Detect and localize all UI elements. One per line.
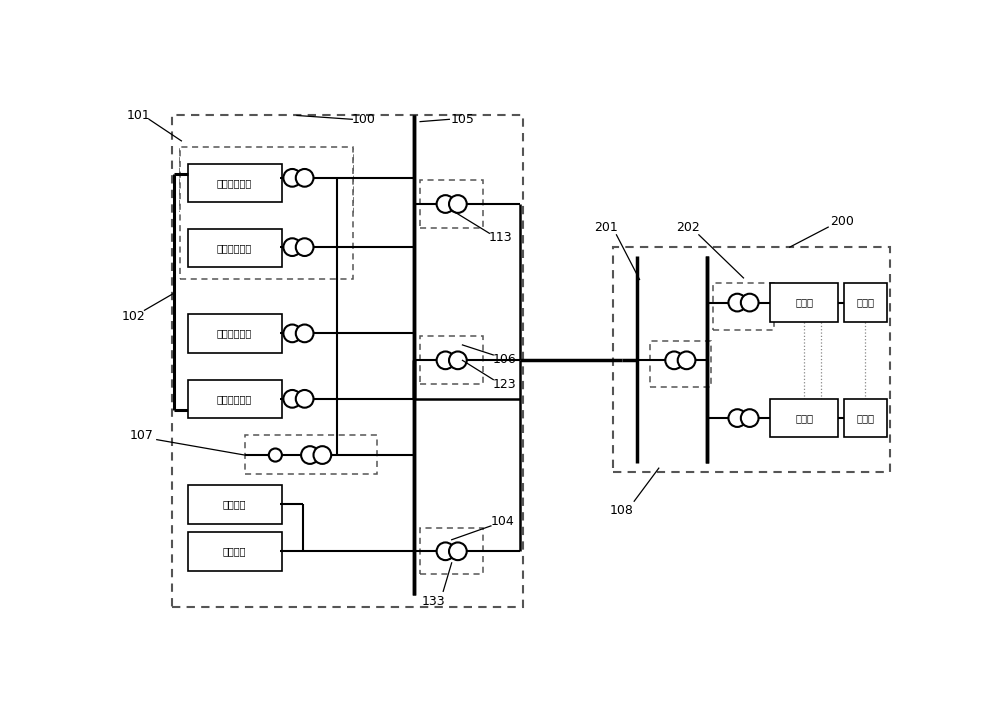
Circle shape (296, 390, 313, 408)
Circle shape (301, 446, 319, 464)
Circle shape (665, 352, 683, 370)
Circle shape (313, 446, 331, 464)
Circle shape (283, 390, 301, 408)
Bar (245, 435, 377, 473)
Text: 风力发电机组: 风力发电机组 (217, 243, 252, 253)
Circle shape (269, 449, 282, 461)
Bar (188, 485, 282, 523)
Bar (770, 283, 838, 322)
Bar (420, 180, 483, 228)
Circle shape (678, 352, 695, 370)
Bar (713, 283, 774, 330)
Text: 102: 102 (122, 310, 146, 323)
Text: 储能装置: 储能装置 (223, 546, 246, 556)
Circle shape (296, 239, 313, 256)
Circle shape (741, 409, 759, 427)
Bar (844, 399, 887, 437)
Text: 101: 101 (126, 109, 150, 122)
Text: 133: 133 (422, 595, 446, 608)
Bar (613, 247, 890, 472)
Text: 整流器: 整流器 (795, 413, 813, 423)
Circle shape (449, 195, 467, 213)
Bar (188, 229, 282, 267)
Text: 200: 200 (830, 215, 854, 229)
Circle shape (437, 195, 454, 213)
Bar (844, 283, 887, 322)
Circle shape (728, 294, 746, 311)
Bar (180, 147, 353, 280)
Circle shape (296, 325, 313, 342)
Text: 光伏发电单元: 光伏发电单元 (217, 328, 252, 338)
Text: 106: 106 (493, 353, 517, 366)
Bar (188, 314, 282, 352)
Bar (420, 337, 483, 384)
Bar (188, 379, 282, 418)
Text: 电解槽: 电解槽 (857, 298, 875, 308)
Bar (172, 115, 523, 607)
Text: 107: 107 (129, 429, 153, 441)
Text: 风力发电机组: 风力发电机组 (217, 178, 252, 188)
Text: 电解槽: 电解槽 (857, 413, 875, 423)
Circle shape (283, 169, 301, 187)
Text: 储能装置: 储能装置 (223, 499, 246, 509)
Bar (188, 532, 282, 570)
Text: 100: 100 (352, 112, 376, 126)
Text: 201: 201 (595, 221, 618, 234)
Text: 整流器: 整流器 (795, 298, 813, 308)
Text: 113: 113 (489, 231, 513, 244)
Circle shape (728, 409, 746, 427)
Bar (188, 164, 282, 202)
Bar (180, 149, 353, 211)
Circle shape (437, 543, 454, 560)
Bar (420, 528, 483, 575)
Text: 202: 202 (676, 221, 700, 234)
Circle shape (296, 169, 313, 187)
Circle shape (449, 352, 467, 370)
Text: 123: 123 (493, 377, 517, 391)
Bar (650, 341, 711, 387)
Bar (770, 399, 838, 437)
Circle shape (449, 543, 467, 560)
Circle shape (741, 294, 759, 311)
Text: 104: 104 (491, 515, 514, 528)
Circle shape (283, 325, 301, 342)
Text: 108: 108 (610, 504, 634, 517)
Circle shape (437, 352, 454, 370)
Circle shape (283, 239, 301, 256)
Text: 光伏发电单元: 光伏发电单元 (217, 394, 252, 404)
Text: 105: 105 (451, 112, 474, 126)
